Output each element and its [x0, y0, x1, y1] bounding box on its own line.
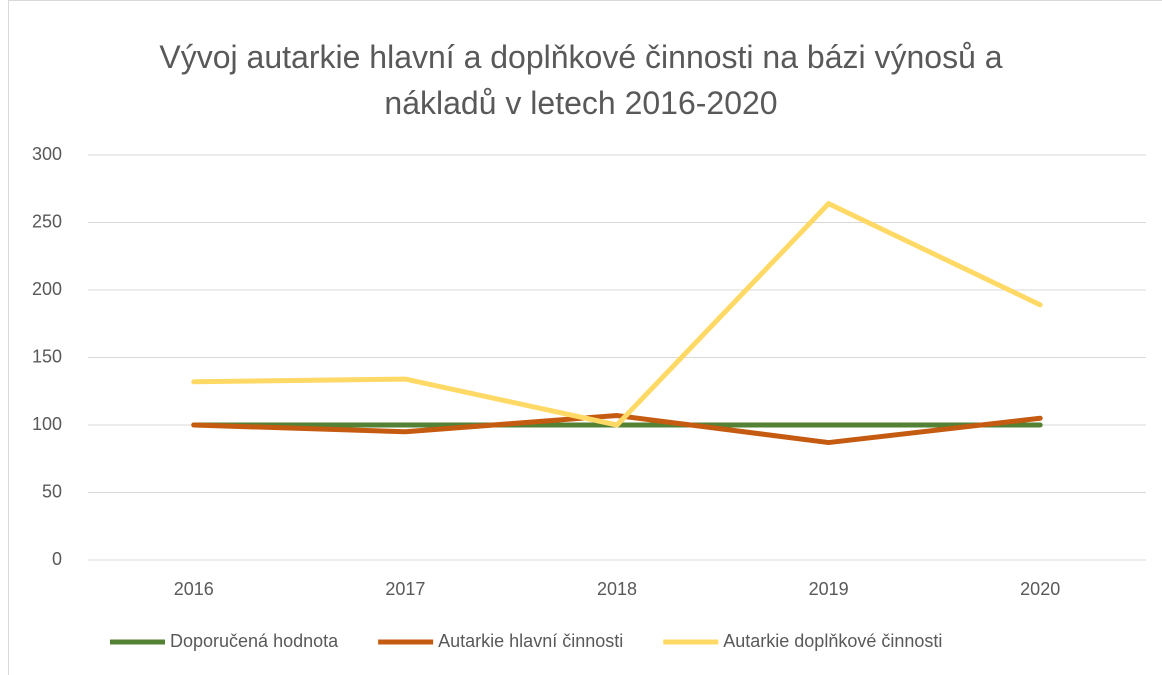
- y-tick-label: 250: [32, 211, 62, 231]
- chart-border: [8, 0, 1162, 675]
- y-tick-label: 300: [32, 144, 62, 164]
- x-tick-label: 2016: [174, 579, 214, 599]
- x-tick-label: 2017: [385, 579, 425, 599]
- legend-label: Autarkie doplňkové činnosti: [723, 631, 942, 651]
- y-tick-label: 100: [32, 414, 62, 434]
- chart-title: Vývoj autarkie hlavní a doplňkové činnos…: [159, 39, 1003, 121]
- x-tick-label: 2019: [809, 579, 849, 599]
- y-tick-label: 150: [32, 346, 62, 366]
- legend-label: Doporučená hodnota: [170, 631, 339, 651]
- x-tick-label: 2018: [597, 579, 637, 599]
- series-line: [191, 201, 1043, 428]
- legend-label: Autarkie hlavní činnosti: [438, 631, 623, 651]
- y-tick-label: 0: [52, 549, 62, 569]
- y-tick-label: 200: [32, 279, 62, 299]
- series-line: [191, 413, 1043, 446]
- y-tick-label: 50: [42, 481, 62, 501]
- x-tick-label: 2020: [1020, 579, 1060, 599]
